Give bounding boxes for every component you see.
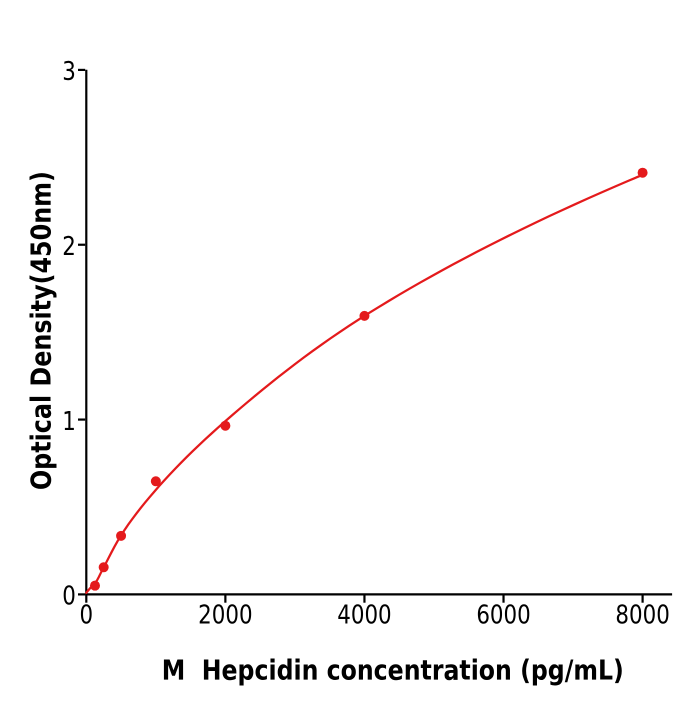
x-axis-ticks bbox=[85, 595, 644, 603]
y-tick-label: 1 bbox=[62, 407, 76, 437]
y-axis-ticks bbox=[78, 68, 86, 596]
axes-spines bbox=[85, 69, 673, 596]
x-tick-label: 2000 bbox=[198, 601, 252, 631]
y-axis-tick-labels: 0 1 2 3 bbox=[62, 57, 76, 611]
x-axis-title: M Hepcidin concentration (pg/mL) bbox=[162, 654, 624, 687]
data-point bbox=[89, 580, 100, 591]
x-tick-label: 6000 bbox=[476, 601, 530, 631]
data-point bbox=[98, 562, 109, 573]
x-tick-label: 8000 bbox=[615, 601, 669, 631]
y-tick-label: 3 bbox=[62, 57, 76, 87]
y-tick-label: 0 bbox=[62, 582, 76, 612]
data-point bbox=[150, 476, 161, 487]
data-point bbox=[359, 310, 370, 321]
x-axis-tick-labels: 0 2000 4000 6000 8000 bbox=[80, 601, 670, 631]
data-point bbox=[220, 420, 231, 431]
y-axis-title: Optical Density(450nm) bbox=[25, 171, 58, 490]
x-tick-label: 4000 bbox=[337, 601, 391, 631]
data-points bbox=[89, 167, 648, 591]
data-point bbox=[637, 167, 648, 178]
x-tick-label: 0 bbox=[80, 601, 94, 631]
data-point bbox=[116, 530, 127, 541]
y-tick-label: 2 bbox=[62, 232, 76, 262]
